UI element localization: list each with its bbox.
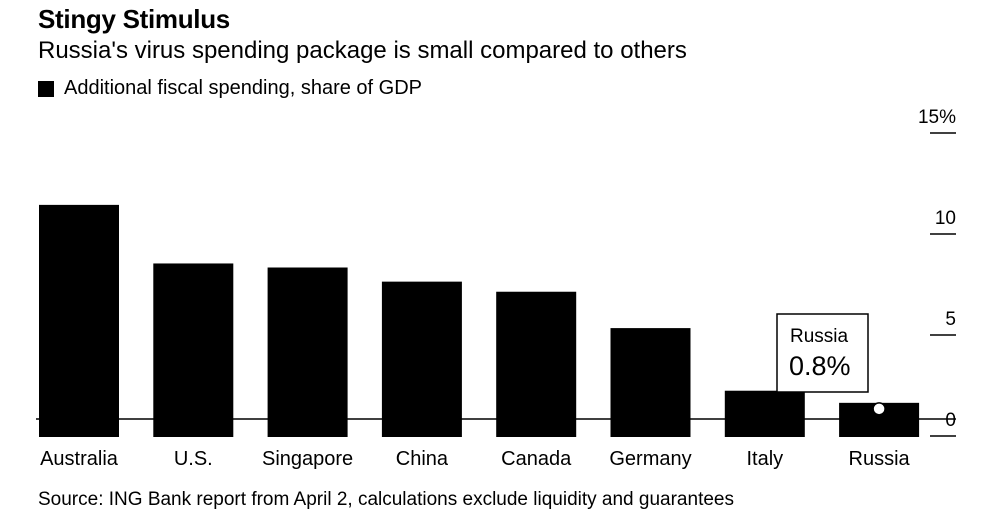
- callout-box: [776, 313, 869, 393]
- y-tick-label: 0: [945, 410, 956, 431]
- source-note: Source: ING Bank report from April 2, ca…: [38, 489, 734, 510]
- category-label: Russia: [849, 448, 911, 470]
- category-label: Singapore: [262, 448, 353, 470]
- y-tick-label: 5: [945, 309, 956, 330]
- annotation-group: Russia 0.8%: [776, 313, 886, 416]
- category-labels-group: Australia U.S. Singapore China Canada Germany…: [40, 448, 910, 470]
- category-label: Australia: [40, 448, 119, 470]
- bar-us: [153, 263, 234, 437]
- bar-germany: [610, 328, 691, 437]
- y-axis-group: 0 5 10 15%: [918, 107, 956, 437]
- bars-group: [36, 204, 956, 437]
- category-label: U.S.: [174, 448, 213, 470]
- bar-china: [381, 281, 462, 437]
- y-tick-label: 10: [935, 208, 956, 229]
- category-label: Italy: [746, 448, 783, 470]
- callout-label: Russia: [790, 326, 849, 347]
- chart-subtitle: Russia's virus spending package is small…: [38, 37, 687, 64]
- legend: Additional fiscal spending, share of GDP: [38, 77, 422, 100]
- category-label: Canada: [501, 448, 572, 470]
- bar-australia: [39, 204, 119, 437]
- bar-canada: [496, 291, 577, 437]
- bar-singapore: [267, 267, 348, 437]
- chart-title: Stingy Stimulus: [38, 4, 230, 34]
- y-tick-label: 15%: [918, 107, 956, 128]
- bar-italy: [724, 390, 805, 437]
- russia-marker: [872, 402, 886, 416]
- category-label: Germany: [609, 448, 691, 470]
- legend-swatch: [38, 80, 54, 97]
- legend-label: Additional fiscal spending, share of GDP: [64, 77, 422, 99]
- callout-value: 0.8%: [789, 351, 851, 381]
- category-label: China: [396, 448, 449, 470]
